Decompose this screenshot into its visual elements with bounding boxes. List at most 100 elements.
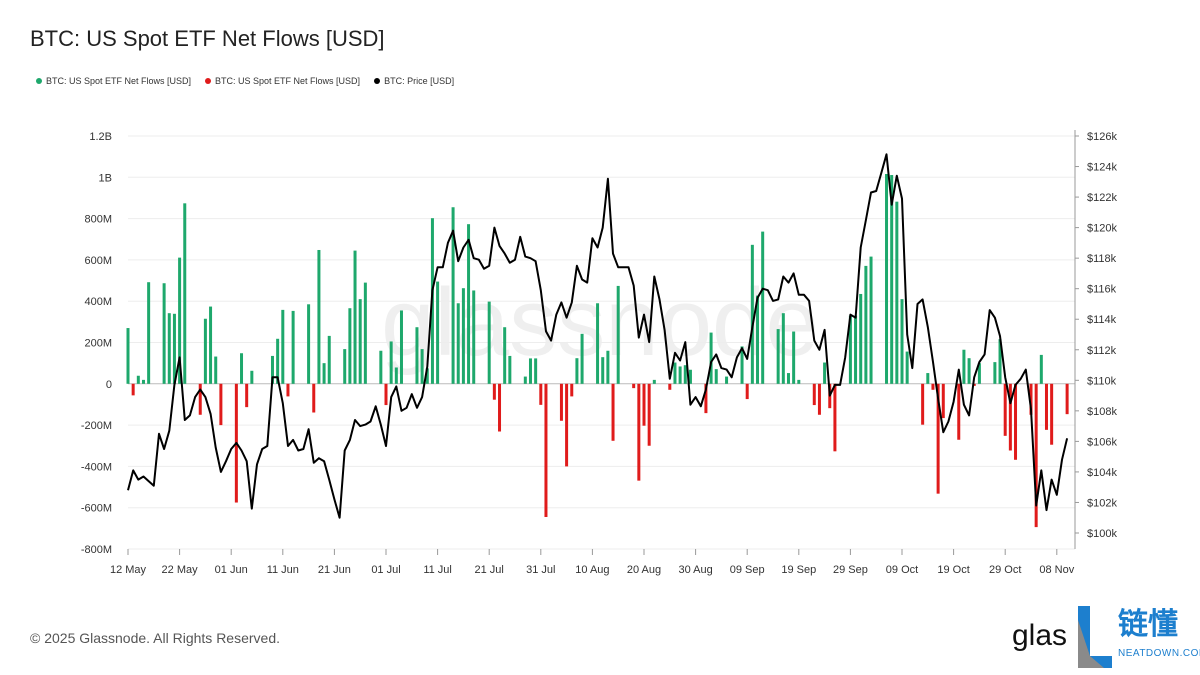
inflow-bar xyxy=(389,341,393,384)
outflow-bar xyxy=(936,383,940,494)
inflow-bar xyxy=(601,357,605,384)
neatdown-logo-en: NEATDOWN.COM xyxy=(1118,648,1200,659)
inflow-bar xyxy=(203,318,207,384)
inflow-bar xyxy=(854,315,858,384)
inflow-bar xyxy=(379,350,383,384)
inflow-bar xyxy=(962,349,966,384)
outflow-bar xyxy=(1014,383,1018,460)
x-tick-label: 09 Oct xyxy=(886,564,918,576)
x-tick-label: 11 Jun xyxy=(267,564,299,576)
x-tick-label: 29 Sep xyxy=(833,564,868,576)
y-left-tick-label: 1.2B xyxy=(89,131,112,143)
inflow-bar xyxy=(580,333,584,384)
outflow-bar xyxy=(1044,383,1048,430)
outflow-bar xyxy=(1034,383,1038,528)
x-tick-label: 01 Jul xyxy=(371,564,400,576)
inflow-bar xyxy=(420,349,424,384)
y-right-tick-label: $114k xyxy=(1087,314,1117,326)
y-right-tick-label: $112k xyxy=(1087,345,1117,357)
inflow-bar xyxy=(575,358,579,384)
legend-item-outflows[interactable]: BTC: US Spot ETF Net Flows [USD] xyxy=(205,76,360,86)
inflow-bar xyxy=(456,303,460,384)
legend-label: BTC: US Spot ETF Net Flows [USD] xyxy=(215,76,361,86)
outflow-bar xyxy=(1029,383,1033,415)
inflow-bar xyxy=(781,313,785,384)
inflow-bar xyxy=(415,327,419,384)
inflow-bar xyxy=(652,379,656,384)
chart-title: BTC: US Spot ETF Net Flows [USD] xyxy=(30,26,385,51)
inflow-bar xyxy=(890,175,894,384)
inflow-bar xyxy=(534,358,538,384)
inflow-bar xyxy=(709,332,713,384)
inflow-bar xyxy=(240,353,244,384)
inflow-bar xyxy=(905,351,909,384)
inflow-bar xyxy=(399,310,403,384)
y-right-tick-label: $106k xyxy=(1087,436,1117,448)
legend: BTC: US Spot ETF Net Flows [USD] BTC: US… xyxy=(36,76,454,86)
inflow-bar xyxy=(270,355,274,384)
outflow-bar xyxy=(632,383,636,389)
inflow-bar xyxy=(786,373,790,384)
inflow-bar xyxy=(523,376,527,384)
legend-label: BTC: US Spot ETF Net Flows [USD] xyxy=(46,76,192,86)
outflow-bar xyxy=(1003,383,1007,436)
y-left-tick-label: -800M xyxy=(81,544,112,556)
inflow-bar xyxy=(136,375,140,384)
outflow-bar xyxy=(957,383,961,440)
inflow-bar xyxy=(209,306,213,384)
outflow-bar xyxy=(219,383,223,426)
outflow-bar xyxy=(668,383,672,390)
inflow-bar xyxy=(998,339,1002,384)
outflow-bar xyxy=(812,383,816,406)
inflow-bar xyxy=(792,331,796,384)
logo: glas 链懂 NEATDOWN.COM xyxy=(1012,606,1200,672)
y-left-tick-label: 600M xyxy=(84,255,112,267)
outflow-bar xyxy=(931,383,935,390)
inflow-bar xyxy=(725,376,729,384)
outflow-bar xyxy=(1050,383,1054,445)
x-tick-label: 11 Jul xyxy=(423,564,452,576)
inflow-bar xyxy=(683,365,687,384)
inflow-bar xyxy=(172,313,176,384)
copyright: © 2025 Glassnode. All Rights Reserved. xyxy=(30,630,281,646)
inflow-bar xyxy=(756,295,760,384)
y-right-tick-label: $116k xyxy=(1087,284,1117,296)
inflow-bar xyxy=(528,358,532,384)
y-right-tick-label: $110k xyxy=(1087,375,1117,387)
x-tick-label: 09 Sep xyxy=(730,564,765,576)
y-right-tick-label: $100k xyxy=(1087,528,1117,540)
x-tick-label: 29 Oct xyxy=(989,564,1021,576)
inflow-bar xyxy=(714,369,718,384)
outflow-bar xyxy=(1065,383,1069,415)
outflow-bar xyxy=(245,383,249,408)
axes: -800M -600M -400M -200M 0 200M 400M 600M 800M 1B 1… xyxy=(81,130,1117,576)
x-tick-label: 01 Jun xyxy=(215,564,248,576)
inflow-bar xyxy=(214,356,218,384)
outflow-bar xyxy=(611,383,615,441)
y-left-tick-label: 1B xyxy=(99,172,112,184)
inflow-bar xyxy=(503,327,507,384)
inflow-bar xyxy=(147,282,151,384)
flow-bars xyxy=(126,173,1069,528)
inflow-bar xyxy=(183,203,187,384)
legend-item-inflows[interactable]: BTC: US Spot ETF Net Flows [USD] xyxy=(36,76,191,86)
outflow-bar xyxy=(539,383,543,405)
neatdown-logo-cn: 链懂 xyxy=(1118,607,1178,642)
outflow-bar xyxy=(559,383,563,421)
inflow-bar xyxy=(467,224,471,384)
outflow-bar xyxy=(1008,383,1012,451)
inflow-bar xyxy=(895,201,899,384)
x-tick-label: 30 Aug xyxy=(678,564,712,576)
y-left-tick-label: 800M xyxy=(84,214,112,226)
inflow-bar xyxy=(487,301,491,384)
gridlines xyxy=(128,135,1075,550)
inflow-bar xyxy=(436,281,440,384)
legend-dot-red-icon xyxy=(205,78,212,84)
x-tick-label: 21 Jun xyxy=(318,564,351,576)
inflow-bar xyxy=(291,310,295,384)
price-line xyxy=(127,153,1069,519)
l-logo-icon xyxy=(1078,606,1112,668)
legend-item-price[interactable]: BTC: Price [USD] xyxy=(374,76,454,86)
inflow-bar xyxy=(750,244,754,384)
inflow-bar xyxy=(993,362,997,384)
